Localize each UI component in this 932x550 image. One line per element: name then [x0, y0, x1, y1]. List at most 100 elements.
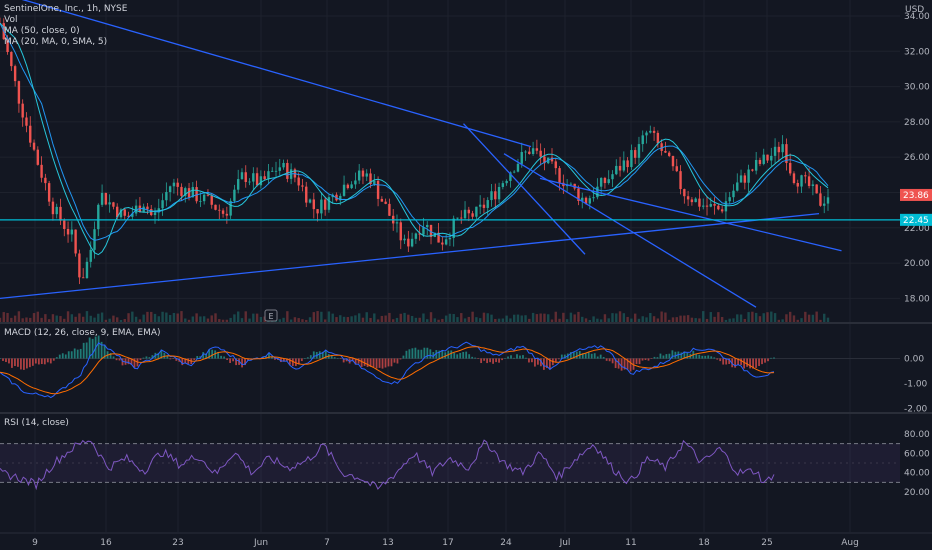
symbol-title[interactable]: SentinelOne, Inc., 1h, NYSE — [4, 4, 128, 14]
volume-bar — [426, 319, 429, 322]
time-tick-label: 23 — [172, 538, 183, 548]
candle-body — [248, 181, 251, 183]
volume-bar — [66, 311, 70, 322]
macd-histogram-bar — [453, 352, 456, 359]
candle-body — [819, 193, 822, 206]
macd-histogram-bar — [557, 358, 560, 360]
earnings-badge[interactable]: E — [264, 309, 278, 322]
vol-label[interactable]: Vol — [4, 15, 18, 25]
trendline-3[interactable] — [463, 123, 586, 255]
macd-histogram-bar — [483, 358, 486, 361]
macd-histogram-bar — [740, 358, 743, 366]
volume-bar — [308, 317, 312, 322]
macd-histogram-bar — [572, 351, 575, 359]
candle-body — [78, 253, 81, 278]
macd-histogram-bar — [100, 341, 103, 359]
trendline-5[interactable] — [539, 177, 842, 252]
macd-histogram-bar — [288, 358, 291, 365]
candle-body — [444, 239, 448, 245]
macd-histogram-bar — [232, 358, 234, 362]
macd-histogram-bar — [23, 358, 25, 370]
candle-body — [267, 171, 270, 180]
candle-body — [97, 204, 100, 230]
volume-bar — [770, 311, 773, 322]
candle-body — [770, 155, 773, 161]
candle-body — [422, 227, 425, 235]
volume-bar — [702, 311, 705, 322]
candle-body — [418, 233, 421, 235]
ma20-label[interactable]: MA (20, MA, 0, SMA, 5) — [4, 37, 108, 47]
macd-histogram-bar — [31, 358, 34, 366]
candle-body — [543, 156, 546, 164]
trendline-1[interactable] — [0, 0, 532, 148]
macd-histogram-bar — [20, 358, 22, 370]
candle-body — [278, 167, 281, 171]
candle-body — [85, 261, 89, 279]
candle-body — [777, 146, 781, 153]
volume-bar — [516, 314, 520, 322]
macd-histogram-bar — [477, 358, 480, 359]
candle-body — [316, 209, 319, 214]
volume-bar — [395, 317, 399, 322]
macd-histogram-bar — [632, 358, 635, 370]
macd-histogram-bar — [432, 352, 435, 359]
volume-bar — [724, 319, 728, 322]
macd-label[interactable]: MACD (12, 26, close, 9, EMA, EMA) — [4, 328, 161, 338]
macd-histogram-bar — [211, 349, 214, 359]
candle-body — [312, 199, 316, 210]
candle-body — [599, 177, 603, 187]
volume-bar — [611, 313, 614, 322]
macd-histogram-bar — [139, 358, 142, 361]
volume-bar — [664, 312, 667, 322]
candle-body — [490, 191, 493, 201]
pane-separators[interactable] — [0, 322, 932, 534]
rsi-label[interactable]: RSI (14, close) — [4, 418, 69, 428]
macd-histogram-bar — [554, 358, 557, 363]
time-tick-label: 18 — [698, 538, 710, 548]
volume-bar — [437, 319, 440, 322]
volume-bar — [229, 317, 232, 322]
volume-bar — [414, 317, 418, 322]
candle-body — [781, 144, 784, 153]
candle-body — [388, 203, 391, 216]
macd-histogram-bar — [513, 357, 515, 359]
macd-histogram-bar — [58, 354, 61, 359]
macd-histogram-bar — [495, 358, 497, 363]
volume-bar — [354, 315, 357, 322]
volume-bar — [157, 316, 160, 322]
macd-histogram-bar — [25, 358, 28, 369]
candle-body — [720, 209, 724, 212]
candle-body — [739, 175, 743, 183]
time-tick-label: 16 — [100, 538, 112, 548]
macd-histogram-bar — [635, 358, 638, 364]
macd-histogram-bar — [560, 354, 563, 359]
candle-body — [531, 148, 535, 155]
volume-bar — [365, 312, 368, 322]
volume-bar — [547, 314, 550, 322]
candle-body — [550, 157, 554, 162]
volume-bar — [403, 312, 406, 322]
macd-histogram-bar — [540, 358, 542, 367]
macd-histogram-bar — [575, 351, 578, 359]
macd-histogram-bar — [602, 357, 605, 359]
ma50-label[interactable]: MA (50, close, 0) — [4, 26, 80, 36]
volume-bar — [497, 318, 501, 322]
macd-histogram-bar — [97, 335, 100, 359]
volume-bar — [524, 315, 527, 322]
volume-bar — [89, 315, 92, 322]
candle-body — [512, 171, 516, 173]
volume-bar — [240, 318, 244, 322]
volume-bar — [815, 311, 818, 322]
trendlines[interactable] — [0, 0, 842, 308]
volume-bar — [146, 311, 149, 322]
macd-histogram-bar — [528, 358, 530, 363]
candle-body — [274, 170, 278, 172]
candle-body — [308, 199, 312, 203]
macd-histogram-bar — [581, 353, 584, 359]
candle-body — [785, 144, 788, 163]
trendline-2[interactable] — [0, 213, 820, 300]
macd-histogram-bar — [196, 356, 199, 359]
time-tick-label: 13 — [382, 538, 393, 548]
volume-bar — [25, 317, 28, 322]
